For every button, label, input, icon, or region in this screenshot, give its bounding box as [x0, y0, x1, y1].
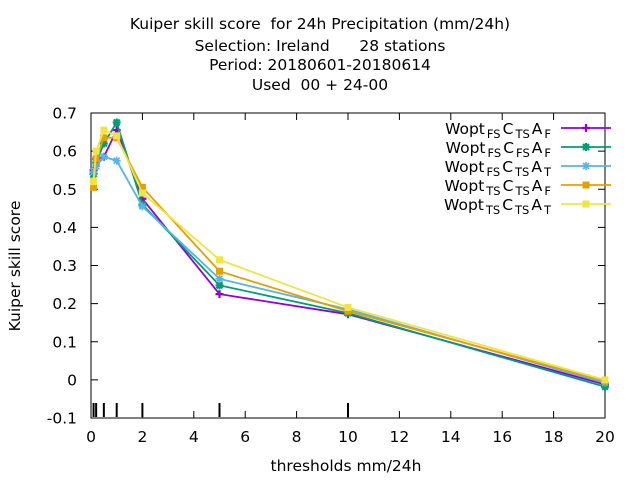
- x-tick-label: 16: [492, 428, 512, 446]
- data-point: [90, 178, 98, 186]
- data-point: [601, 376, 609, 384]
- y-tick-label: 0.6: [52, 143, 77, 161]
- legend-text: A: [532, 120, 543, 138]
- data-point-core: [114, 158, 119, 163]
- data-point: [582, 181, 590, 189]
- data-point: [215, 281, 224, 290]
- legend-text: A: [531, 158, 542, 176]
- legend-entry-3: Wopt FS C TS A T: [445, 158, 611, 179]
- legend-subscript: TS: [514, 203, 529, 217]
- y-tick-label: 0.3: [52, 257, 77, 275]
- legend-label: Wopt TS C TS A F: [444, 177, 551, 198]
- legend-label: Wopt FS C TS A T: [445, 158, 552, 179]
- y-axis-label: Kuiper skill score: [6, 201, 24, 332]
- data-point: [138, 189, 146, 197]
- x-tick-label: 12: [390, 428, 410, 446]
- y-tick-label: 0.2: [52, 295, 77, 313]
- data-point: [582, 143, 590, 151]
- x-tick-label: 20: [595, 428, 615, 446]
- data-point: [216, 267, 223, 275]
- x-tick-label: 0: [86, 428, 96, 446]
- legend-text: C: [503, 177, 514, 195]
- data-point: [344, 303, 352, 311]
- data-point: [582, 124, 590, 132]
- legend-text: Wopt: [445, 158, 485, 176]
- data-point: [113, 132, 121, 140]
- legend-entry-4: Wopt TS C TS A F: [444, 177, 611, 198]
- y-tick-label: 0.5: [52, 181, 77, 199]
- legend-label: Wopt FS C TS A F: [445, 120, 551, 141]
- data-point: [216, 256, 223, 264]
- legend-entry-5: Wopt TS C TS A T: [444, 196, 611, 217]
- legend-subscript: FS: [516, 146, 530, 160]
- legend-text: Wopt: [445, 120, 485, 138]
- data-point: [138, 183, 146, 191]
- legend-subscript: T: [543, 203, 552, 217]
- legend-subscript: F: [544, 127, 551, 141]
- legend-text: C: [502, 196, 513, 214]
- legend-subscript: F: [544, 184, 551, 198]
- legend-text: A: [532, 139, 543, 157]
- legend-subscript: TS: [514, 165, 529, 179]
- legend-text: C: [502, 158, 513, 176]
- legend-text: Wopt: [444, 196, 484, 214]
- data-point-core: [140, 204, 145, 209]
- x-tick-label: 4: [189, 428, 199, 446]
- x-tick-label: 10: [338, 428, 358, 446]
- legend-subscript: TS: [485, 184, 500, 198]
- legend-subscript: TS: [514, 127, 529, 141]
- legend-text: C: [503, 139, 514, 157]
- legend-subscript: TS: [514, 184, 529, 198]
- legend-text: A: [532, 177, 543, 195]
- chart-title-line-1: Kuiper skill score for 24h Precipitation…: [129, 15, 511, 33]
- data-point: [92, 147, 100, 155]
- data-point: [582, 200, 590, 208]
- legend-entry-2: Wopt FS C FS A F: [446, 139, 611, 160]
- y-tick-label: 0.1: [52, 333, 77, 351]
- data-point: [344, 307, 352, 315]
- data-point: [90, 183, 98, 191]
- legend-subscript: T: [543, 165, 552, 179]
- data-point: [112, 118, 121, 127]
- y-tick-label: 0: [67, 371, 77, 389]
- data-point: [215, 290, 224, 299]
- legend-subscript: FS: [487, 127, 501, 141]
- x-tick-label: 2: [137, 428, 147, 446]
- legend-label: Wopt TS C TS A T: [444, 196, 552, 217]
- legend-text: Wopt: [444, 177, 484, 195]
- legend-subscript: FS: [488, 146, 502, 160]
- series-5: [90, 126, 609, 384]
- data-point-core: [584, 164, 588, 168]
- x-tick-label: 8: [292, 428, 302, 446]
- x-axis-label: thresholds mm/24h: [271, 457, 422, 475]
- legend-entry-1: Wopt FS C TS A F: [445, 120, 611, 141]
- legend-subscript: TS: [485, 203, 500, 217]
- y-tick-label: -0.1: [47, 410, 77, 428]
- x-tick-label: 6: [240, 428, 250, 446]
- chart-title-line-4: Used 00 + 24-00: [251, 76, 389, 94]
- x-tick-label: 18: [544, 428, 564, 446]
- data-point-core: [217, 276, 222, 281]
- chart-title-line-3: Period: 20180601-20180614: [209, 56, 431, 74]
- data-point: [99, 139, 108, 148]
- legend-text: Wopt: [446, 139, 486, 157]
- data-point-core: [101, 154, 106, 159]
- legend-label: Wopt FS C FS A F: [446, 139, 551, 160]
- legend-text: C: [503, 120, 514, 138]
- data-point: [100, 134, 108, 142]
- chart-title-line-2: Selection: Ireland 28 stations: [194, 37, 446, 55]
- legend-subscript: F: [544, 146, 551, 160]
- data-point: [100, 126, 108, 134]
- x-tick-label: 14: [441, 428, 461, 446]
- legend-text: A: [531, 196, 542, 214]
- y-tick-label: 0.7: [52, 105, 77, 123]
- y-tick-label: 0.4: [52, 219, 77, 237]
- legend-subscript: FS: [486, 165, 500, 179]
- series-line: [92, 120, 606, 388]
